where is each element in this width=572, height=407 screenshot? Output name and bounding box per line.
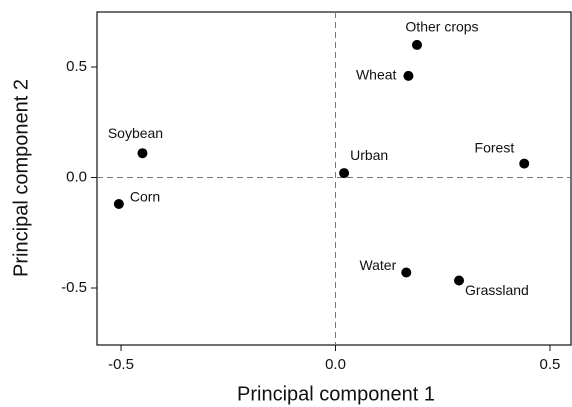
point	[339, 168, 350, 179]
x-tick-label: -0.5	[108, 356, 134, 373]
y-tick-label: 0.0	[66, 168, 87, 185]
point-label: Other crops	[405, 19, 478, 35]
point	[113, 199, 124, 210]
point	[454, 275, 465, 286]
point-label: Water	[359, 257, 396, 273]
point-label: Soybean	[108, 125, 163, 141]
y-axis-label: Principal component 2	[10, 79, 32, 277]
point	[412, 39, 423, 50]
point-label: Grassland	[465, 282, 529, 298]
point-label: Corn	[130, 189, 160, 205]
x-tick-label: 0.0	[325, 356, 346, 373]
point	[519, 158, 530, 169]
point	[401, 267, 412, 278]
x-axis-label: Principal component 1	[237, 383, 435, 405]
plot-frame	[96, 11, 572, 346]
x-tick-label: 0.5	[540, 356, 561, 373]
point	[137, 148, 148, 159]
y-tick-label: 0.5	[66, 58, 87, 75]
point-label: Forest	[475, 139, 515, 155]
point-label: Wheat	[356, 67, 397, 83]
y-tick-label: -0.5	[61, 279, 87, 296]
point-label: Urban	[350, 147, 388, 163]
point	[403, 70, 414, 81]
